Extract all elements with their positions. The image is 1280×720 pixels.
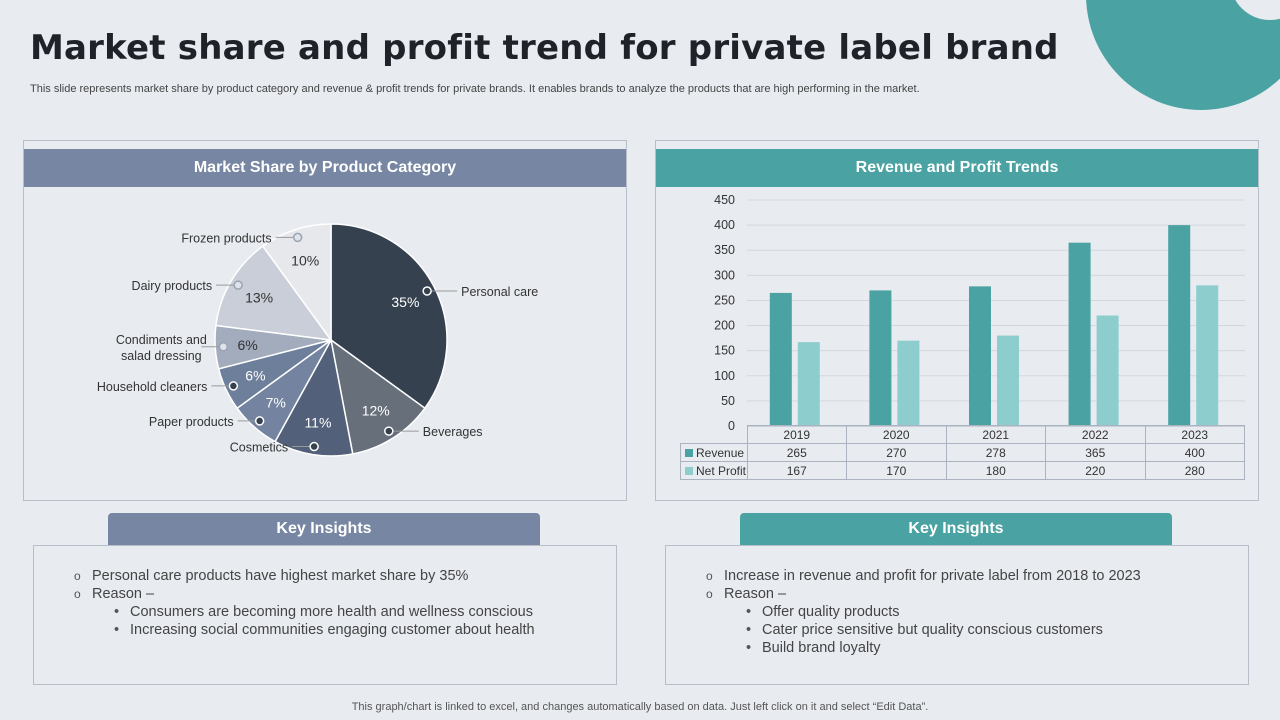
insight-left-reason: Reason – [34, 585, 616, 603]
pie-leader-dot [292, 232, 303, 243]
y-tick-label: 300 [714, 268, 735, 282]
key-insights-right-box: Increase in revenue and profit for priva… [665, 545, 1249, 685]
pie-leader-dot [309, 441, 319, 452]
revenue-bar-2019[interactable] [769, 292, 792, 426]
table-header-row: 2019 2020 2021 2022 2023 [680, 425, 1245, 444]
insight-right-point: Increase in revenue and profit for priva… [666, 567, 1248, 585]
y-tick-label: 150 [714, 344, 735, 358]
insight-left-point: Personal care products have highest mark… [34, 567, 616, 585]
insight-right-sub: Cater price sensitive but quality consci… [666, 621, 1248, 639]
pie-leader-dot [218, 342, 229, 352]
pie-slice-cosmetics[interactable] [274, 337, 354, 457]
revenue-profit-panel: Revenue and Profit Trends 0 50 100 150 200 25… [655, 140, 1259, 501]
pie-category-label: Cosmetics [230, 441, 288, 455]
pie-value-label: 6% [238, 337, 258, 353]
market-share-panel-title: Market Share by Product Category [24, 149, 626, 187]
pie-category-label: Household cleaners [97, 380, 208, 394]
table-cell: 400 [1144, 443, 1245, 462]
insight-right-sub: Offer quality products [666, 603, 1248, 621]
pie-category-label: Beverages [423, 425, 483, 439]
page-subtitle: This slide represents market share by pr… [30, 83, 920, 95]
pie-leader-dot [422, 286, 432, 296]
table-year-cell: 2020 [846, 425, 947, 444]
key-insights-left-title: Key Insights [108, 513, 540, 545]
table-cell: 170 [846, 461, 947, 480]
revenue-profit-panel-title: Revenue and Profit Trends [656, 149, 1258, 187]
revenue-legend-label: Revenue [696, 445, 745, 460]
revenue-bar-2021[interactable] [969, 286, 991, 426]
pie-value-label: 10% [291, 253, 319, 269]
table-year-cell: 2022 [1045, 425, 1146, 444]
y-tick-label: 450 [714, 193, 735, 207]
table-cell: 220 [1045, 461, 1146, 480]
table-cell: 167 [746, 461, 847, 480]
pie-slice-beverages[interactable] [329, 338, 426, 455]
revenue-profit-data-table: 2019 2020 2021 2022 2023 Revenue 265 270… [680, 425, 1245, 480]
revenue-bar-2023[interactable] [1168, 225, 1191, 426]
pie-category-label: Condiments and [116, 333, 207, 347]
legend-net-profit: Net Profit [680, 461, 748, 480]
pie-value-label: 12% [362, 403, 390, 419]
table-cell: 265 [746, 443, 847, 462]
legend-revenue: Revenue [680, 443, 748, 462]
pie-leader-dot [233, 280, 243, 290]
y-tick-label: 50 [721, 394, 735, 408]
key-insights-left-box: Personal care products have highest mark… [33, 545, 617, 685]
net-profit-legend-label: Net Profit [696, 463, 747, 478]
table-row-revenue: Revenue 265 270 278 365 400 [680, 443, 1245, 462]
pie-category-label: Personal care [461, 285, 538, 299]
market-share-panel: Market Share by Product Category 35% Pers… [23, 140, 627, 501]
revenue-bar-2020[interactable] [869, 290, 892, 426]
revenue-bar-2022[interactable] [1068, 242, 1091, 426]
pie-category-label: Paper products [149, 415, 234, 429]
table-cell: 180 [945, 461, 1046, 480]
market-share-pie-chart[interactable]: 35% Personal care 12% Beverages 11% Cosmetics… [24, 141, 626, 500]
table-year-cell: 2023 [1144, 425, 1245, 444]
y-tick-label: 250 [714, 293, 735, 307]
net-profit-bar-2019[interactable] [797, 342, 820, 426]
pie-category-label: salad dressing [121, 349, 202, 363]
page-title: Market share and profit trend for privat… [30, 28, 1059, 68]
corner-decoration [1086, 0, 1280, 110]
pie-value-label: 7% [266, 395, 286, 411]
pie-value-label: 11% [304, 414, 331, 430]
pie-slice-dairy-products[interactable] [215, 245, 333, 341]
net-profit-bar-2023[interactable] [1196, 285, 1219, 426]
pie-slice-frozen-products[interactable] [261, 223, 332, 343]
footer-note: This graph/chart is linked to excel, and… [351, 701, 929, 713]
pie-leader-dot [254, 416, 265, 426]
insight-left-sub: Consumers are becoming more health and w… [34, 603, 616, 621]
insight-right-reason: Reason – [666, 585, 1248, 603]
pie-leader-dot [228, 381, 239, 391]
key-insights-right-title: Key Insights [740, 513, 1172, 545]
table-cell: 270 [846, 443, 947, 462]
table-year-cell: 2019 [746, 425, 847, 444]
table-cell: 280 [1144, 461, 1245, 480]
pie-value-label: 35% [391, 294, 419, 310]
net-profit-bar-2020[interactable] [897, 340, 920, 426]
table-cell: 278 [945, 443, 1046, 462]
net-profit-bar-2021[interactable] [997, 335, 1019, 426]
y-tick-label: 400 [714, 218, 735, 232]
pie-leader-dot [384, 426, 394, 436]
net-profit-bar-2022[interactable] [1096, 315, 1119, 426]
pie-value-label: 13% [245, 289, 273, 305]
revenue-legend-key [685, 449, 693, 458]
insight-left-sub: Increasing social communities engaging c… [34, 621, 616, 639]
y-tick-label: 350 [714, 243, 735, 257]
y-tick-label: 100 [714, 369, 735, 383]
pie-category-label: Frozen products [181, 231, 271, 245]
table-year-cell: 2021 [945, 425, 1046, 444]
pie-category-label: Dairy products [132, 279, 213, 293]
pie-slice-personal-care[interactable] [330, 223, 448, 410]
table-row-net-profit: Net Profit 167 170 180 220 280 [680, 461, 1245, 480]
insight-right-sub: Build brand loyalty [666, 639, 1248, 657]
net-profit-legend-key [685, 467, 693, 476]
pie-value-label: 6% [245, 368, 265, 384]
y-tick-label: 200 [714, 319, 735, 333]
table-cell: 365 [1045, 443, 1146, 462]
